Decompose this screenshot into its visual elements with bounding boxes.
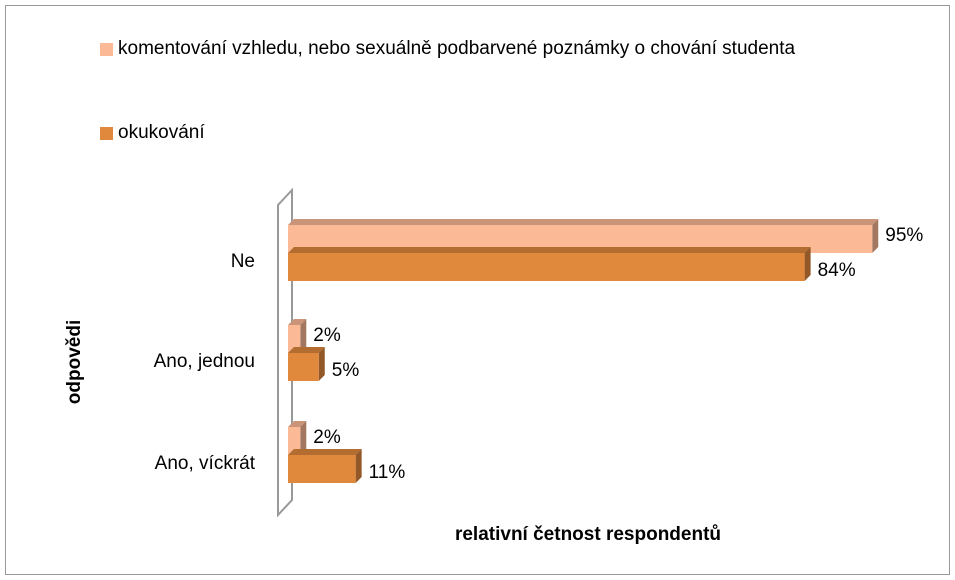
data-label: 95%	[885, 225, 923, 246]
data-label: 2%	[313, 325, 341, 346]
y-tick-label: Ano, víckrát	[155, 453, 256, 474]
legend-swatch	[100, 43, 113, 56]
bar-side	[804, 247, 811, 281]
y-tick-label: Ne	[231, 251, 255, 272]
bar	[288, 253, 805, 281]
legend-swatch	[100, 127, 113, 140]
y-axis-title: odpovědi	[64, 320, 85, 404]
bar-top	[288, 247, 811, 253]
legend-item: okukování	[100, 116, 900, 150]
data-label: 2%	[313, 427, 341, 448]
bar-side	[872, 219, 879, 253]
legend-item: komentování vzhledu, nebo sexuálně podba…	[100, 32, 900, 66]
bar-side	[300, 319, 307, 353]
bar-top	[288, 449, 362, 455]
axis-wall	[277, 187, 293, 518]
legend-label: komentování vzhledu, nebo sexuálně podba…	[118, 38, 796, 59]
bar-top	[288, 319, 307, 325]
bar	[288, 353, 319, 381]
legend-label: okukování	[118, 122, 205, 143]
y-tick-label: Ano, jednou	[154, 351, 255, 372]
bar-top	[288, 347, 325, 353]
bar-top	[288, 421, 307, 427]
bar-side	[318, 347, 325, 381]
data-label: 84%	[818, 260, 856, 281]
bar-side	[355, 449, 362, 483]
bar-side	[300, 421, 307, 455]
bar	[288, 455, 356, 483]
bar	[288, 325, 301, 353]
bar-top	[288, 219, 879, 225]
bar	[288, 427, 301, 455]
data-label: 11%	[369, 462, 406, 483]
x-axis-title: relativní četnost respondentů	[455, 524, 721, 545]
chart-border	[5, 5, 950, 575]
data-label: 5%	[332, 360, 360, 381]
